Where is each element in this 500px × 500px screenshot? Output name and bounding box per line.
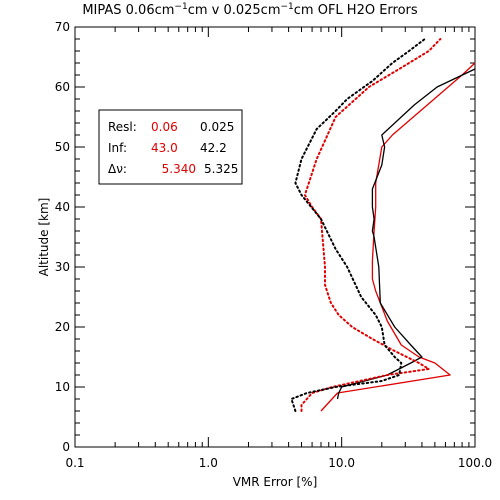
legend-frame <box>98 109 243 185</box>
y-tick-label: 20 <box>55 320 70 334</box>
x-axis-label: VMR Error [%] <box>233 475 318 489</box>
y-tick-label: 50 <box>55 140 70 154</box>
axes: 0.1 1.0 10.0 100.0 0 10 20 30 40 50 60 70 <box>55 20 492 470</box>
legend-row-0-label: Resl: <box>108 120 137 134</box>
y-tick-label: 0 <box>62 440 70 454</box>
series-line-black-solid <box>336 68 476 400</box>
y-tick-label: 30 <box>55 260 70 274</box>
legend-box: Resl: 0.06 0.025 Inf: 43.0 42.2 Δν: 5.34… <box>98 109 243 185</box>
x-tick-label: 0.1 <box>65 456 84 470</box>
legend-row-0-red: 0.06 <box>151 120 178 134</box>
x-tick-label: 10.0 <box>328 456 355 470</box>
y-tick-label: 60 <box>55 80 70 94</box>
legend-row-1-red: 43.0 <box>151 141 178 155</box>
legend-row-2-label: Δν: <box>108 162 127 176</box>
series-group <box>290 38 476 412</box>
y-axis-label: Altitude [km] <box>37 198 51 277</box>
x-tick-label: 100.0 <box>458 456 492 470</box>
y-tick-label: 10 <box>55 380 70 394</box>
series-line-black-dotted <box>290 38 426 412</box>
legend-row-2-black: 5.325 <box>204 162 238 176</box>
legend-row-2-red: 5.340 <box>162 162 196 176</box>
plot-frame <box>74 26 476 448</box>
legend-row-1-label: Inf: <box>108 141 127 155</box>
legend-row-1-black: 42.2 <box>200 141 227 155</box>
legend-row-0-black: 0.025 <box>200 120 234 134</box>
y-tick-label: 70 <box>55 20 70 34</box>
series-line-red-dotted <box>300 38 442 412</box>
series-line-red-solid <box>320 62 476 412</box>
chart-title: MIPAS 0.06cm−1cm v 0.025cm−1cm OFL H2O E… <box>82 2 418 18</box>
y-tick-label: 40 <box>55 200 70 214</box>
x-tick-label: 1.0 <box>199 456 218 470</box>
